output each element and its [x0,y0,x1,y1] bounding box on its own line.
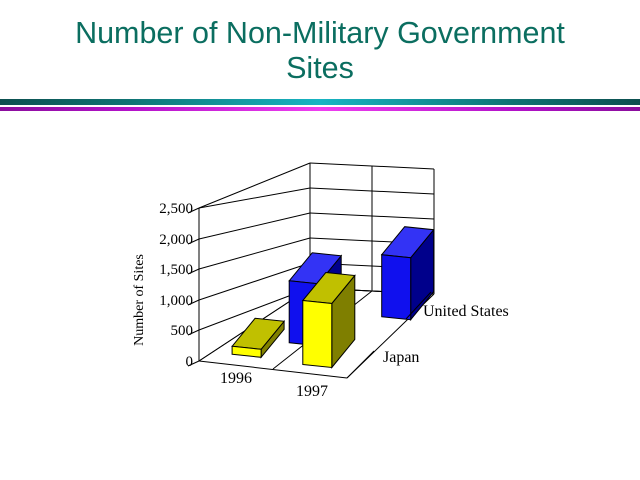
svg-text:0: 0 [186,354,194,370]
svg-text:1996: 1996 [220,370,252,387]
svg-text:500: 500 [171,323,194,339]
svg-text:1997: 1997 [296,383,328,400]
svg-text:2,500: 2,500 [159,201,193,217]
svg-text:2,000: 2,000 [159,232,193,248]
svg-text:Number of Sites: Number of Sites [132,254,147,346]
svg-text:1,500: 1,500 [159,262,193,278]
svg-text:Japan: Japan [383,349,419,366]
svg-text:United States: United States [423,303,509,320]
svg-text:1,000: 1,000 [159,293,193,309]
